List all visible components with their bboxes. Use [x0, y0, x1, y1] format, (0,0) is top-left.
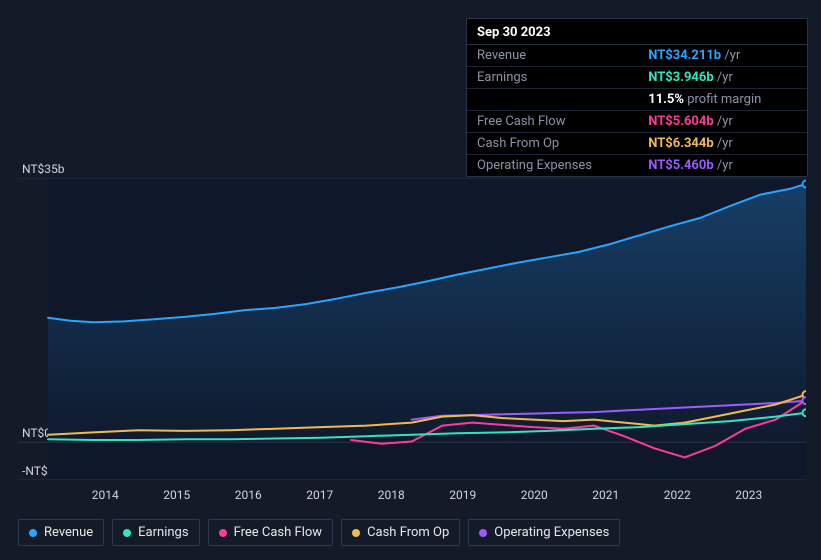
legend-label: Revenue [44, 525, 93, 540]
legend-dot [123, 529, 131, 537]
tooltip-row-label: Earnings [467, 67, 638, 89]
series-end-dot [803, 181, 807, 188]
x-tick-label: 2022 [664, 488, 691, 502]
x-tick-label: 2016 [235, 488, 262, 502]
legend-dot [352, 529, 360, 537]
legend-label: Earnings [138, 525, 188, 540]
tooltip-row-value: NT$5.604b /yr [638, 111, 807, 133]
legend-item-earnings[interactable]: Earnings [112, 519, 199, 546]
legend-dot [479, 529, 487, 537]
x-tick-label: 2014 [92, 488, 119, 502]
legend-item-fcf[interactable]: Free Cash Flow [208, 519, 333, 546]
y-tick-label: NT$35b [22, 162, 65, 176]
tooltip-row-label: Operating Expenses [467, 155, 638, 177]
legend-dot [29, 529, 37, 537]
tooltip-row: EarningsNT$3.946b /yr [467, 67, 807, 89]
tooltip-row: RevenueNT$34.211b /yr [467, 45, 807, 67]
finance-line-chart [18, 178, 806, 480]
legend-dot [219, 529, 227, 537]
x-axis-labels: 2014 2015 2016 2017 2018 2019 2020 2021 2022 2023 [0, 488, 821, 504]
x-tick-label: 2020 [521, 488, 548, 502]
legend-item-cfo[interactable]: Cash From Op [341, 519, 460, 546]
tooltip-row-value: NT$34.211b /yr [638, 45, 807, 67]
tooltip-row-label: Revenue [467, 45, 638, 67]
tooltip-row: Free Cash FlowNT$5.604b /yr [467, 111, 807, 133]
x-tick-label: 2023 [735, 488, 762, 502]
tooltip-row: 11.5% profit margin [467, 89, 807, 111]
tooltip-row: Operating ExpensesNT$5.460b /yr [467, 155, 807, 177]
tooltip-row: Cash From OpNT$6.344b /yr [467, 133, 807, 155]
x-tick-label: 2017 [306, 488, 333, 502]
legend-item-opex[interactable]: Operating Expenses [468, 519, 620, 546]
legend-label: Cash From Op [367, 525, 449, 540]
tooltip-table: RevenueNT$34.211b /yrEarningsNT$3.946b /… [467, 45, 807, 176]
tooltip-row-label [467, 89, 638, 111]
chart-tooltip: Sep 30 2023 RevenueNT$34.211b /yrEarning… [466, 18, 808, 177]
chart-legend: Revenue Earnings Free Cash Flow Cash From O… [18, 519, 620, 546]
tooltip-row-label: Cash From Op [467, 133, 638, 155]
legend-label: Free Cash Flow [234, 525, 322, 540]
tooltip-row-value: 11.5% profit margin [638, 89, 807, 111]
tooltip-row-value: NT$5.460b /yr [638, 155, 807, 177]
legend-item-revenue[interactable]: Revenue [18, 519, 104, 546]
x-tick-label: 2019 [449, 488, 476, 502]
tooltip-row-label: Free Cash Flow [467, 111, 638, 133]
series-end-dot [803, 409, 807, 416]
series-end-dot [803, 397, 807, 404]
x-tick-label: 2015 [163, 488, 190, 502]
x-tick-label: 2018 [378, 488, 405, 502]
tooltip-date: Sep 30 2023 [467, 19, 807, 45]
tooltip-row-value: NT$3.946b /yr [638, 67, 807, 89]
legend-label: Operating Expenses [494, 525, 609, 540]
x-tick-label: 2021 [592, 488, 619, 502]
tooltip-row-value: NT$6.344b /yr [638, 133, 807, 155]
